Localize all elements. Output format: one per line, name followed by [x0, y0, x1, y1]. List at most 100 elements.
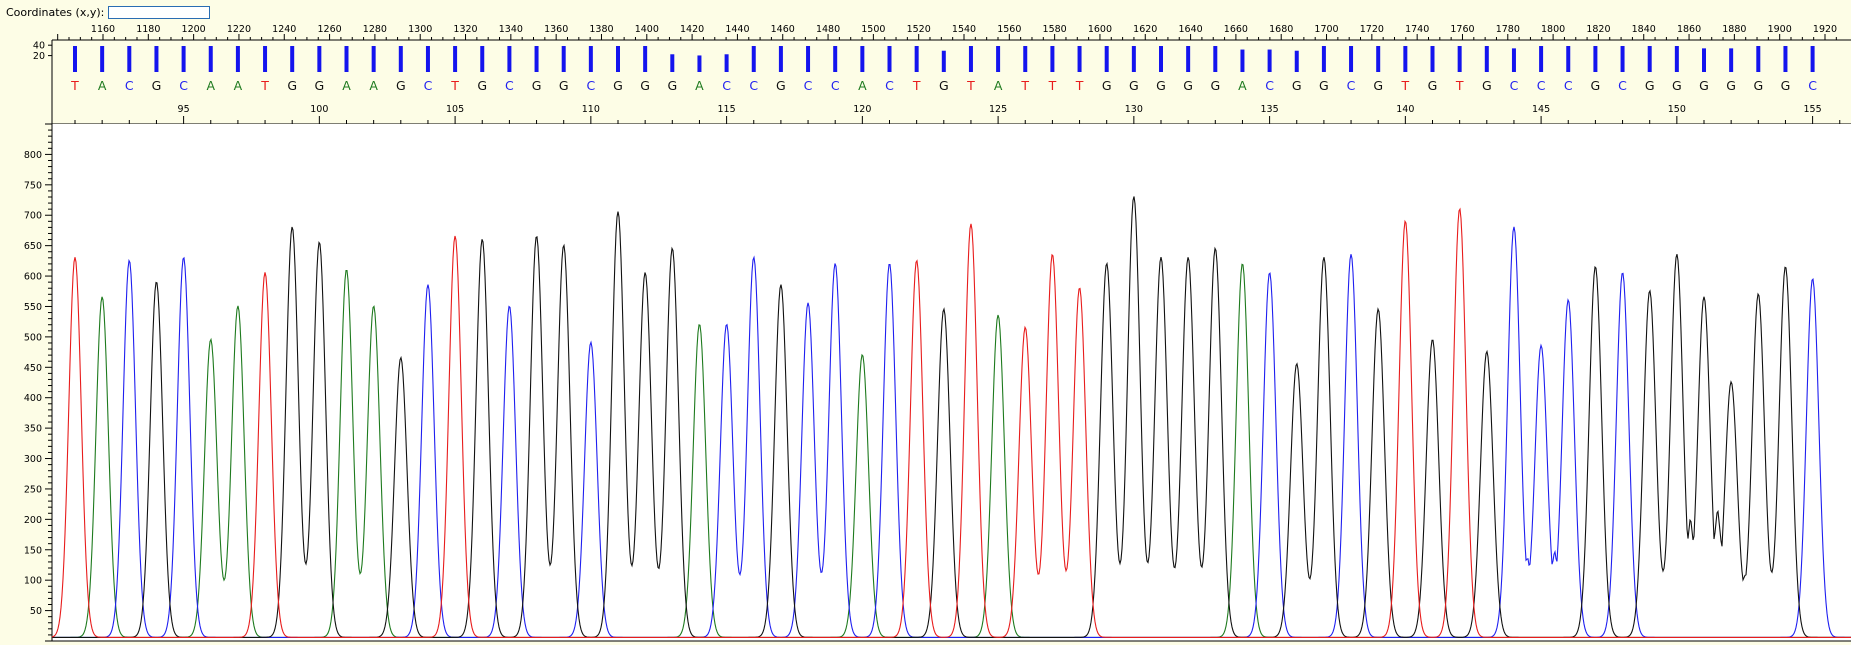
quality-bar [968, 46, 973, 72]
base-call-G: G [477, 78, 487, 93]
quality-bar [127, 46, 132, 72]
base-call-T: T [1048, 78, 1057, 93]
quality-bar [588, 46, 593, 72]
intensity-axis-tick-label: 800 [24, 150, 42, 161]
quality-bar [697, 55, 702, 72]
scan-axis-tick-label: 1740 [1405, 24, 1429, 35]
position-axis-tick-label: 145 [1532, 104, 1550, 115]
scan-axis-tick-label: 1580 [1043, 24, 1067, 35]
base-call-C: C [885, 78, 894, 93]
base-call-G: G [939, 78, 949, 93]
intensity-axis-tick-label: 450 [24, 363, 42, 374]
scan-axis-tick-label: 1920 [1813, 24, 1837, 35]
quality-bar [425, 46, 430, 72]
quality-bar [561, 46, 566, 72]
scan-axis-tick-label: 1720 [1360, 24, 1384, 35]
base-call-G: G [640, 78, 650, 93]
scan-axis-tick-label: 1420 [680, 24, 704, 35]
base-call-G: G [776, 78, 786, 93]
base-call-G: G [315, 78, 325, 93]
intensity-axis-tick-label: 650 [24, 241, 42, 252]
base-call-G: G [152, 78, 162, 93]
intensity-axis-tick-label: 150 [24, 545, 42, 556]
quality-axis-tick-label: 40 [33, 41, 45, 52]
quality-bar [1104, 46, 1109, 72]
base-call-G: G [667, 78, 677, 93]
base-call-G: G [1129, 78, 1139, 93]
quality-bar [317, 46, 322, 72]
position-axis-tick-label: 155 [1804, 104, 1822, 115]
intensity-axis-tick-label: 350 [24, 424, 42, 435]
coordinates-bar: Coordinates (x,y): [6, 3, 211, 21]
scan-axis-tick-label: 1880 [1722, 24, 1746, 35]
quality-bar [1729, 48, 1734, 72]
base-call-C: C [125, 78, 134, 93]
quality-bar [507, 46, 512, 72]
scan-axis-tick-label: 1520 [907, 24, 931, 35]
base-call-A: A [994, 78, 1003, 93]
quality-bar [806, 46, 811, 72]
quality-bar [371, 46, 376, 72]
quality-bar [670, 54, 675, 72]
base-call-C: C [749, 78, 758, 93]
position-axis-tick-label: 140 [1396, 104, 1414, 115]
base-call-G: G [1102, 78, 1112, 93]
base-call-T: T [450, 78, 459, 93]
base-call-T: T [1401, 78, 1410, 93]
base-call-T: T [70, 78, 79, 93]
quality-bar [1702, 48, 1706, 72]
base-call-G: G [1373, 78, 1383, 93]
position-axis-tick-label: 100 [310, 104, 328, 115]
quality-bar [100, 46, 105, 72]
quality-bar [1620, 46, 1625, 72]
position-axis-tick-label: 120 [853, 104, 871, 115]
base-call-A: A [695, 78, 704, 93]
trace-plot-area[interactable] [52, 124, 1851, 641]
position-axis-tick-label: 105 [446, 104, 464, 115]
base-call-C: C [424, 78, 433, 93]
scan-axis-tick-label: 1860 [1677, 24, 1701, 35]
quality-bar [887, 46, 892, 72]
base-call-C: C [804, 78, 813, 93]
scan-axis-tick-label: 1540 [952, 24, 976, 35]
quality-bar [1186, 46, 1191, 72]
base-call-G: G [1156, 78, 1166, 93]
quality-bar [154, 46, 159, 72]
base-call-C: C [1347, 78, 1356, 93]
intensity-axis-tick-label: 50 [30, 606, 42, 617]
scan-axis-tick-label: 1260 [317, 24, 341, 35]
scan-axis-tick-label: 1300 [408, 24, 432, 35]
quality-bar [643, 46, 648, 72]
intensity-axis-tick-label: 750 [24, 180, 42, 191]
base-call-C: C [1537, 78, 1546, 93]
quality-bar [1077, 46, 1082, 72]
quality-bar [398, 46, 403, 72]
coordinates-label: Coordinates (x,y): [6, 5, 105, 19]
base-call-C: C [179, 78, 188, 93]
base-call-G: G [532, 78, 542, 93]
position-axis-tick-label: 115 [718, 104, 736, 115]
scan-axis-tick-label: 1700 [1314, 24, 1338, 35]
position-axis-tick-label: 130 [1125, 104, 1143, 115]
quality-bar [860, 46, 865, 72]
base-call-A: A [206, 78, 215, 93]
scan-axis-tick-label: 1180 [136, 24, 160, 35]
base-call-C: C [1265, 78, 1274, 93]
intensity-axis-tick-label: 250 [24, 484, 42, 495]
quality-bar [1566, 46, 1571, 72]
base-call-T: T [1020, 78, 1029, 93]
quality-bar [1294, 50, 1299, 72]
coordinates-field[interactable] [108, 5, 211, 19]
quality-bar [1539, 46, 1544, 72]
scan-axis-tick-label: 1320 [453, 24, 477, 35]
scan-axis-tick-label: 1780 [1496, 24, 1520, 35]
intensity-axis-tick-label: 700 [24, 211, 42, 222]
quality-bar [534, 46, 539, 72]
quality-bar [1349, 46, 1354, 72]
base-call-T: T [1075, 78, 1084, 93]
scan-axis-tick-label: 1680 [1269, 24, 1293, 35]
trace-line-T [51, 207, 1851, 638]
scan-axis-tick-label: 1380 [589, 24, 613, 35]
base-call-G: G [1781, 78, 1791, 93]
